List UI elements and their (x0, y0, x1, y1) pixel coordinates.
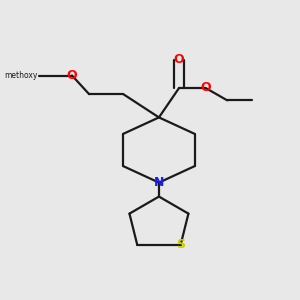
Text: O: O (174, 53, 184, 67)
Text: O: O (67, 69, 77, 82)
Text: N: N (154, 176, 164, 189)
Text: O: O (200, 81, 211, 94)
Text: S: S (176, 238, 185, 251)
Text: methoxy: methoxy (4, 71, 38, 80)
